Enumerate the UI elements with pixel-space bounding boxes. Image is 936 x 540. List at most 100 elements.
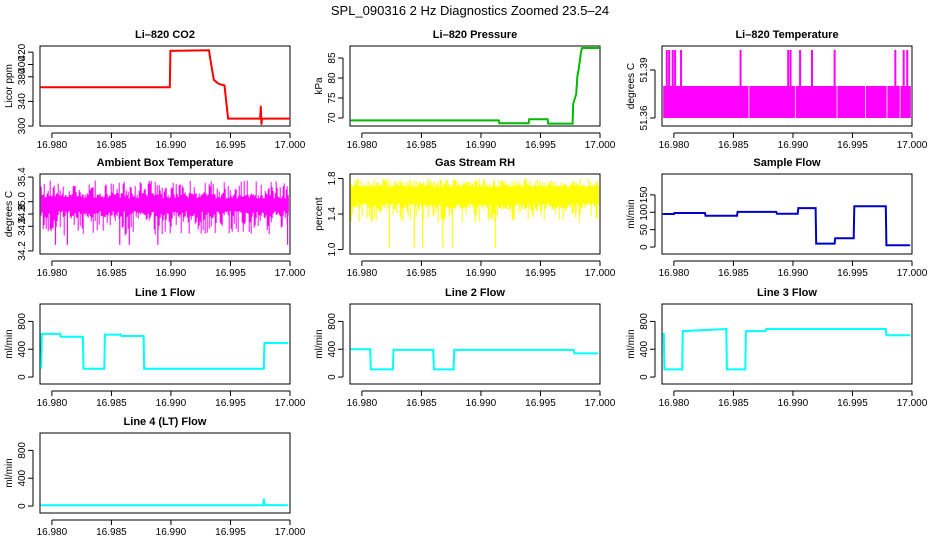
data-point-line1 — [82, 335, 84, 338]
data-point-line3 — [745, 330, 747, 332]
data-point-line1 — [40, 367, 42, 369]
series-group-line4 — [40, 498, 289, 507]
x-tick-label-line2: 16.985 — [406, 398, 437, 409]
series-group-sample-flow — [662, 205, 911, 247]
y-tick-label-co2: 420 — [17, 43, 28, 60]
y-tick-label-box-temp: 35.0 — [17, 192, 28, 212]
data-point-line2 — [369, 348, 372, 351]
y-tick-label-pressure: 85 — [327, 52, 338, 64]
data-point-line1 — [104, 333, 106, 336]
x-tick-label-licor-temp: 16.990 — [778, 140, 809, 151]
data-point-line3 — [885, 328, 887, 330]
data-point-line1 — [120, 335, 123, 337]
y-axis-label-rh: percent — [314, 197, 325, 231]
x-tick-label-rh: 16.990 — [466, 268, 497, 279]
data-point-line3 — [908, 334, 911, 337]
panel-title-line3: Line 3 Flow — [757, 287, 817, 299]
data-point-pressure — [576, 75, 579, 77]
y-tick-label-licor-temp: 51.36 — [639, 105, 650, 130]
chart-panel-box-temp: Ambient Box Temperature 16.980 16.985 16.99… — [4, 157, 306, 279]
x-tick-label-box-temp: 16.980 — [37, 268, 68, 279]
panel-title-line4: Line 4 (LT) Flow — [124, 416, 207, 428]
y-axis-label-line1: ml/min — [4, 329, 15, 358]
data-point-line2 — [453, 349, 455, 351]
plot-frame-rh — [349, 173, 601, 255]
y-tick-label-sample-flow: 100 — [639, 203, 650, 220]
plot-frame-line1 — [39, 303, 291, 385]
data-point-sample-flow — [776, 212, 778, 215]
x-tick-label-co2: 16.995 — [215, 140, 246, 151]
y-tick-label-line4: 800 — [17, 442, 28, 459]
data-point-sample-flow — [908, 244, 911, 247]
data-point-pressure — [577, 69, 580, 71]
plot-frame-line4 — [39, 432, 291, 514]
data-point-line4 — [263, 504, 266, 506]
data-point-co2 — [216, 82, 219, 84]
y-tick-label-line4: 400 — [17, 469, 28, 486]
x-tick-label-licor-temp: 16.995 — [837, 140, 868, 151]
y-tick-label-co2: 400 — [17, 56, 28, 73]
data-point-co2 — [218, 83, 221, 85]
data-point-pressure — [527, 122, 530, 124]
data-point-pressure — [571, 122, 574, 125]
data-point-sample-flow — [736, 211, 739, 213]
data-point-line3 — [663, 368, 666, 371]
x-tick-label-line1: 16.985 — [96, 398, 127, 409]
data-point-line1 — [59, 333, 62, 335]
data-point-pressure — [498, 119, 500, 122]
x-tick-label-line4: 16.985 — [96, 527, 127, 538]
x-tick-label-line3: 16.990 — [778, 398, 809, 409]
x-tick-label-box-temp: 16.990 — [156, 268, 187, 279]
y-tick-label-licor-temp: 51.39 — [639, 57, 650, 82]
plot-frame-line2 — [349, 303, 601, 385]
data-point-line2 — [392, 368, 394, 371]
panel-title-line1: Line 1 Flow — [135, 287, 195, 299]
data-point-line1 — [142, 335, 145, 337]
series-line-line4 — [41, 498, 288, 507]
x-tick-label-line1: 16.990 — [156, 398, 187, 409]
series-group-co2 — [40, 49, 290, 125]
y-tick-label-rh: 1.0 — [327, 242, 338, 256]
y-tick-label-box-temp: 34.6 — [17, 216, 28, 236]
x-tick-label-co2: 17.000 — [275, 140, 306, 151]
series-line-line1 — [40, 332, 288, 370]
x-tick-label-pressure: 16.995 — [525, 140, 556, 151]
data-point-line2 — [350, 348, 352, 351]
x-tick-label-line4: 17.000 — [275, 527, 306, 538]
series-line-pressure — [351, 47, 600, 125]
data-point-line2 — [573, 352, 576, 355]
data-point-sample-flow — [704, 212, 706, 214]
y-tick-label-sample-flow: 50 — [639, 224, 650, 236]
data-point-line4 — [286, 504, 289, 507]
y-tick-label-pressure: 70 — [327, 112, 338, 124]
plot-frame-box-temp — [39, 173, 291, 255]
data-point-line1 — [60, 335, 62, 338]
data-point-line3 — [885, 334, 888, 337]
data-point-line2 — [573, 349, 575, 351]
series-group-line1 — [40, 332, 289, 370]
series-group-rh — [350, 178, 599, 248]
x-tick-label-line1: 17.000 — [275, 398, 306, 409]
panel-title-sample-flow: Sample Flow — [753, 157, 821, 169]
data-point-line1 — [120, 333, 122, 336]
chart-panel-pressure: Li–820 Pressure 16.980 16.985 16.990 16.995 1… — [314, 29, 616, 151]
data-point-sample-flow — [834, 237, 837, 240]
x-tick-label-box-temp: 16.985 — [96, 268, 127, 279]
x-tick-label-line2: 16.990 — [466, 398, 497, 409]
series-group-licor-temp — [663, 50, 911, 118]
data-point-sample-flow — [853, 205, 856, 208]
plot-frame-licor-temp — [661, 45, 913, 127]
data-point-line3 — [726, 368, 728, 371]
series-line-co2 — [41, 49, 290, 125]
y-tick-label-line1: 0 — [17, 374, 28, 380]
data-point-sample-flow — [673, 212, 676, 214]
chart-panel-rh: Gas Stream RH 16.980 16.985 16.990 16.995 17.… — [314, 157, 616, 279]
data-point-pressure — [498, 122, 501, 124]
chart-panel-licor-temp: Li–820 Temperature 16.980 16.985 16.990 16.9… — [626, 29, 928, 151]
data-point-co2 — [209, 57, 212, 60]
panel-title-rh: Gas Stream RH — [435, 157, 515, 169]
y-tick-label-line3: 800 — [639, 313, 650, 330]
x-tick-label-pressure: 16.980 — [347, 140, 378, 151]
data-point-co2 — [40, 86, 42, 89]
x-tick-label-sample-flow: 16.995 — [837, 268, 868, 279]
